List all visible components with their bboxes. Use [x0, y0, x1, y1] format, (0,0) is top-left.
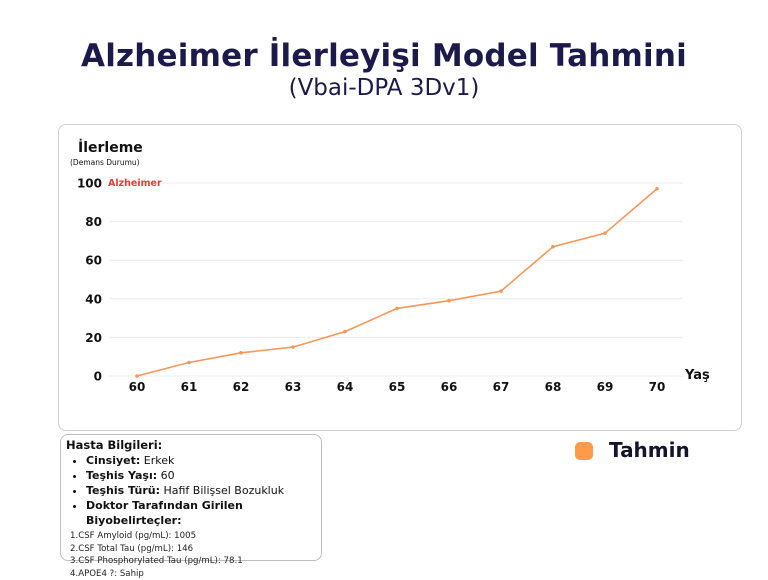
data-point [447, 299, 451, 303]
data-point [187, 361, 191, 365]
y-tick-label: 100 [77, 177, 102, 191]
patient-info-item: Doktor Tarafından Girilen Biyobelirteçle… [86, 498, 316, 528]
data-point [239, 351, 243, 355]
patient-info-item: Teşhis Türü: Hafif Bilişsel Bozukluk [86, 483, 316, 498]
chart-subtitle: (Vbai-DPA 3Dv1) [0, 75, 768, 101]
y-tick-label: 80 [85, 215, 102, 229]
biomarker-item: 3.CSF Phosphorylated Tau (pg/mL): 78.1 [70, 555, 316, 568]
x-tick-label: 67 [493, 380, 510, 394]
data-point [655, 187, 659, 191]
patient-info-list: Cinsiyet: Erkek Teşhis Yaşı: 60 Teşhis T… [66, 453, 316, 528]
chart-card: 0 20 40 60 80 100 60 61 62 63 64 65 66 67 68 69 70 İlerl… [58, 124, 742, 431]
x-tick-label: 64 [337, 380, 354, 394]
x-axis-label: Yaş [684, 368, 710, 383]
x-tick-label: 68 [545, 380, 562, 394]
chart-title: Alzheimer İlerleyişi Model Tahmini [0, 38, 768, 74]
y-tick-label: 0 [94, 370, 102, 384]
x-tick-label: 63 [285, 380, 302, 394]
data-point [291, 345, 295, 349]
data-point [135, 374, 139, 378]
y-tick-label: 40 [85, 292, 102, 306]
data-point [343, 330, 347, 334]
x-tick-label: 70 [649, 380, 666, 394]
data-point [499, 289, 503, 293]
x-tick-label: 60 [129, 380, 146, 394]
data-point [551, 245, 555, 249]
data-point [395, 307, 399, 311]
x-tick-label: 69 [597, 380, 614, 394]
y-tick-label: 20 [85, 331, 102, 345]
series-line [137, 189, 657, 376]
x-tick-label: 66 [441, 380, 458, 394]
biomarker-item: 4.APOE4 ?: Sahip [70, 568, 316, 580]
patient-info-item: Teşhis Yaşı: 60 [86, 468, 316, 483]
y-axis-sublabel: (Demans Durumu) [70, 158, 140, 167]
y-tick-label: 60 [85, 254, 102, 268]
biomarker-item: 1.CSF Amyloid (pg/mL): 1005 [70, 530, 316, 543]
biomarker-list: 1.CSF Amyloid (pg/mL): 1005 2.CSF Total … [66, 530, 316, 580]
y-axis-label: İlerleme [78, 139, 143, 156]
patient-info-item: Cinsiyet: Erkek [86, 453, 316, 468]
x-tick-label: 62 [233, 380, 250, 394]
line-chart: 0 20 40 60 80 100 60 61 62 63 64 65 66 67 68 69 70 İlerl… [59, 125, 743, 432]
x-tick-label: 65 [389, 380, 406, 394]
patient-info-title: Hasta Bilgileri: [66, 438, 316, 452]
data-point [603, 231, 607, 235]
legend-label: Tahmin [609, 438, 690, 462]
x-tick-label: 61 [181, 380, 198, 394]
alzheimer-annotation: Alzheimer [108, 178, 162, 189]
legend-swatch [575, 442, 593, 460]
biomarker-item: 2.CSF Total Tau (pg/mL): 146 [70, 543, 316, 556]
patient-info-box: Hasta Bilgileri: Cinsiyet: Erkek Teşhis … [60, 434, 322, 561]
